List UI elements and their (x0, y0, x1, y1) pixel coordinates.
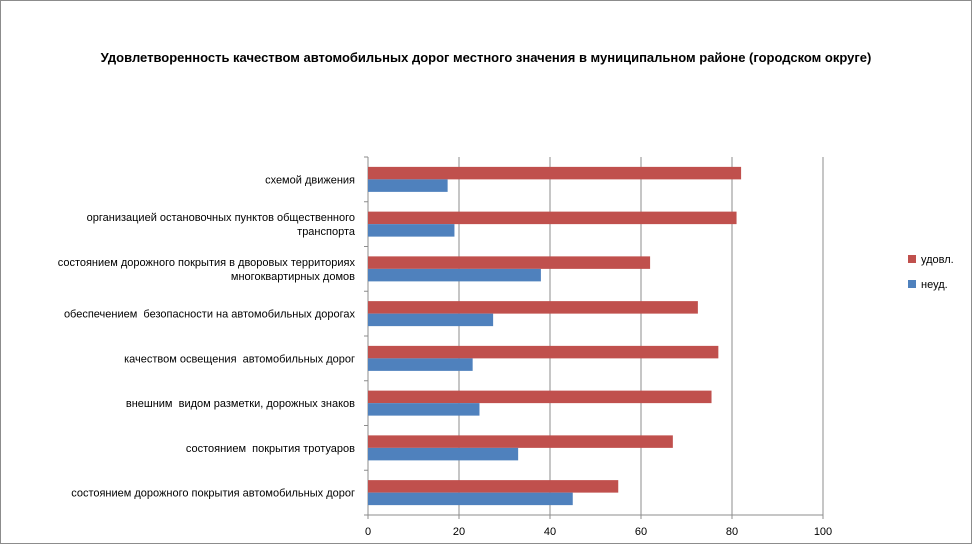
category-label: обеспечением безопасности на автомобильн… (64, 309, 356, 321)
x-tick-label: 80 (726, 526, 738, 538)
x-tick-label: 0 (365, 526, 371, 538)
category-label: качеством освещения автомобильных дорог (124, 353, 355, 365)
category-label: состоянием покрытия тротуаров (186, 443, 355, 455)
bar-udovl (368, 345, 719, 359)
bar-neud (368, 313, 494, 327)
bar-neud (368, 358, 473, 371)
bar-udovl (368, 435, 673, 448)
x-tick-label: 20 (453, 526, 465, 538)
bar-udovl (368, 390, 712, 404)
bar-neud (368, 492, 573, 506)
x-tick-label: 40 (544, 526, 556, 538)
legend-label: неуд. (921, 279, 948, 291)
category-label: схемой движения (265, 174, 355, 186)
legend-swatch (908, 255, 916, 263)
legend-swatch (908, 280, 916, 288)
bar-udovl (368, 301, 698, 314)
chart-title: Удовлетворенность качеством автомобильны… (100, 50, 872, 65)
bar-neud (368, 268, 541, 282)
category-label: состоянием дорожного покрытия в дворовых… (58, 257, 356, 269)
category-label: многоквартирных домов (231, 271, 355, 283)
bar-neud (368, 403, 480, 416)
bar-udovl (368, 166, 742, 180)
x-tick-label: 100 (814, 526, 832, 538)
bar-neud (368, 224, 455, 237)
category-label: организацией остановочных пунктов общест… (87, 212, 355, 224)
bar-neud (368, 179, 448, 192)
bar-neud (368, 447, 519, 461)
bar-udovl (368, 256, 651, 269)
x-tick-label: 60 (635, 526, 647, 538)
bar-udovl (368, 211, 737, 225)
category-label: состоянием дорожного покрытия автомобиль… (71, 488, 355, 500)
legend-label: удовл. (921, 254, 954, 266)
bar-udovl (368, 480, 619, 493)
category-label: внешним видом разметки, дорожных знаков (126, 398, 355, 410)
category-label: транспорта (297, 226, 356, 238)
